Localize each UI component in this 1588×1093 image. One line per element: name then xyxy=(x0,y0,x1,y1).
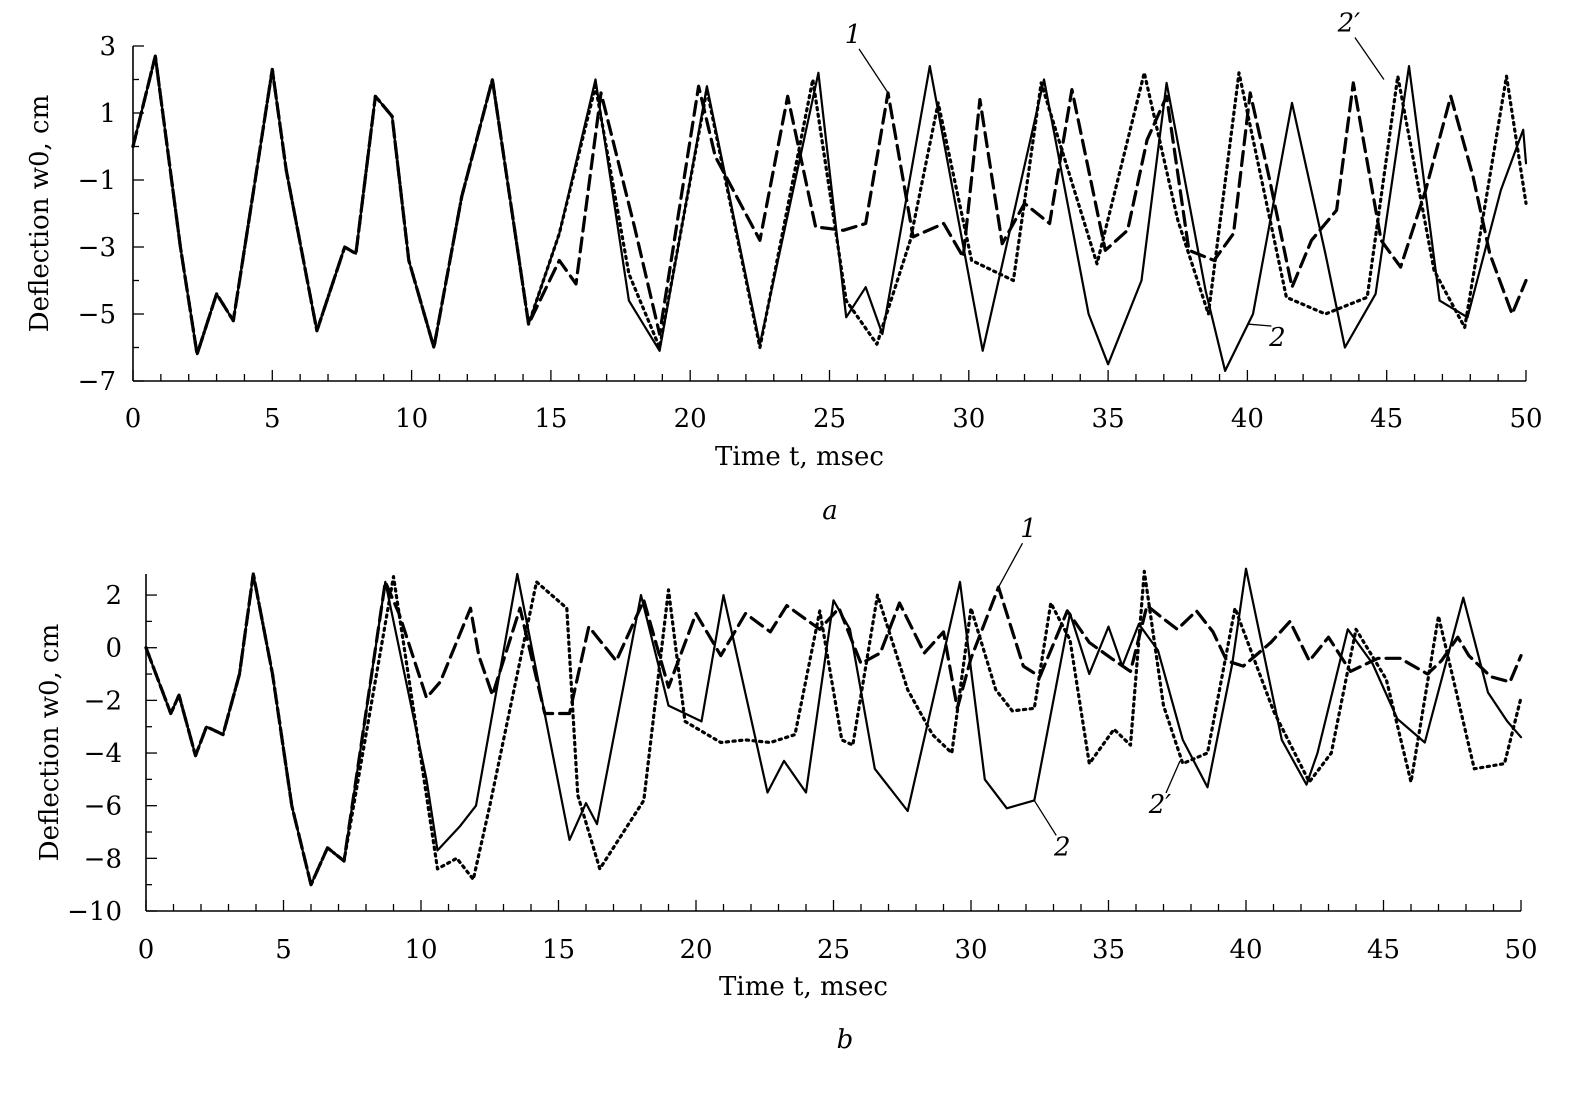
y-tick-label: 1 xyxy=(99,99,116,129)
series-line-dotted xyxy=(144,569,1523,887)
x-tick-label: 20 xyxy=(674,404,707,434)
annotation-leader-line xyxy=(858,48,889,94)
y-tick-label: −2 xyxy=(84,686,122,716)
x-tick-label: 30 xyxy=(952,404,985,434)
x-tick-label: 10 xyxy=(395,404,428,434)
x-tick-label: 45 xyxy=(1370,404,1403,434)
x-axis-title: Time t, msec xyxy=(715,442,884,472)
annotation-leader-line xyxy=(1033,800,1057,836)
y-tick-label: −3 xyxy=(78,233,116,263)
y-tick-label: −7 xyxy=(78,367,116,397)
y-tick-label: −10 xyxy=(67,897,122,927)
x-axis-title: Time t, msec xyxy=(719,972,888,1002)
curve-label: 1 xyxy=(1020,514,1037,544)
y-axis-title: Deflection w0, cm xyxy=(35,624,65,862)
y-tick-label: −8 xyxy=(84,844,122,874)
y-tick-label: −1 xyxy=(78,166,116,196)
y-tick-label: −5 xyxy=(78,300,116,330)
x-tick-label: 25 xyxy=(813,404,846,434)
curve-label: 1 xyxy=(845,20,862,50)
annotation-leader-line xyxy=(997,542,1024,588)
y-tick-label: 3 xyxy=(99,32,116,62)
panel-label-b: b xyxy=(837,1025,854,1055)
y-tick-label: −4 xyxy=(84,739,122,769)
x-tick-label: 0 xyxy=(138,935,155,965)
annotation-leader-line xyxy=(1354,37,1385,80)
x-tick-label: 15 xyxy=(542,935,575,965)
curve-label: 2 xyxy=(1268,323,1286,353)
x-tick-label: 35 xyxy=(1092,935,1125,965)
x-tick-label: 35 xyxy=(1092,404,1125,434)
x-tick-label: 5 xyxy=(264,404,281,434)
y-axis-title: Deflection w0, cm xyxy=(25,95,55,333)
x-tick-label: 40 xyxy=(1231,404,1264,434)
x-tick-label: 40 xyxy=(1229,935,1262,965)
curve-label: 2′ xyxy=(1337,9,1361,39)
annotation-leader-line xyxy=(1165,760,1181,794)
x-tick-label: 25 xyxy=(817,935,850,965)
annotation-leader-line xyxy=(1247,323,1272,327)
x-tick-label: 50 xyxy=(1509,404,1542,434)
curve-label: 2 xyxy=(1053,832,1071,862)
x-tick-label: 0 xyxy=(125,404,142,434)
x-tick-label: 45 xyxy=(1367,935,1400,965)
x-tick-label: 20 xyxy=(679,935,712,965)
panel-label-a: a xyxy=(822,496,838,526)
x-tick-label: 5 xyxy=(275,935,292,965)
x-tick-label: 15 xyxy=(534,404,567,434)
chart-panel-a: 0 5 10 15 20 25 30 35 40 45 50 3 1 −1 −3 −5 −7 Time t, ms… xyxy=(25,9,1543,473)
series-line-dotted xyxy=(131,54,1528,356)
series-line-dashed xyxy=(144,572,1523,887)
x-tick-label: 10 xyxy=(404,935,437,965)
x-tick-label: 30 xyxy=(954,935,987,965)
y-tick-label: 0 xyxy=(105,634,122,664)
y-tick-label: −6 xyxy=(84,792,122,822)
x-tick-label: 50 xyxy=(1504,935,1537,965)
y-tick-label: 2 xyxy=(105,581,122,611)
curve-label: 2′ xyxy=(1148,790,1172,820)
